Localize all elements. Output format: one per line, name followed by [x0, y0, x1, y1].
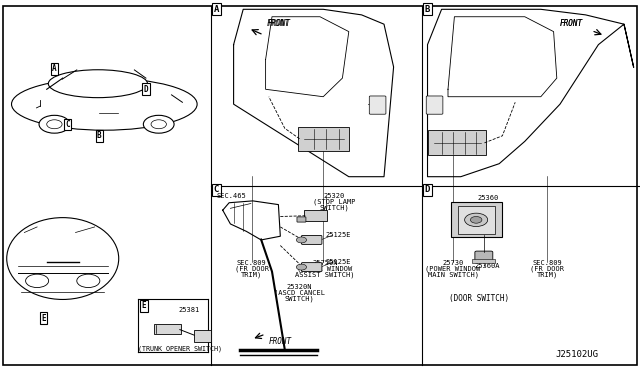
Text: 25125E: 25125E: [325, 232, 351, 238]
Circle shape: [47, 120, 62, 129]
Text: C: C: [214, 185, 219, 194]
FancyBboxPatch shape: [451, 202, 502, 237]
Ellipse shape: [6, 218, 119, 299]
Text: E: E: [41, 314, 46, 323]
Text: 25730: 25730: [442, 260, 464, 266]
Text: FRONT: FRONT: [559, 19, 582, 28]
Text: TRIM): TRIM): [536, 271, 558, 278]
Text: FRONT: FRONT: [560, 19, 583, 28]
Circle shape: [77, 274, 100, 288]
FancyBboxPatch shape: [301, 263, 322, 272]
Text: FRONT: FRONT: [269, 337, 292, 346]
Text: J25102UG: J25102UG: [556, 350, 598, 359]
Text: A: A: [52, 64, 57, 73]
Text: (POWER WINDOW: (POWER WINDOW: [426, 266, 481, 272]
Text: FRONT: FRONT: [268, 19, 291, 28]
FancyBboxPatch shape: [458, 206, 495, 234]
Text: 25750N: 25750N: [312, 260, 338, 266]
FancyBboxPatch shape: [3, 6, 637, 365]
Text: 25125E: 25125E: [325, 259, 351, 265]
FancyBboxPatch shape: [297, 217, 306, 222]
FancyBboxPatch shape: [301, 235, 322, 244]
Text: SEC.809: SEC.809: [532, 260, 562, 266]
Text: C: C: [65, 120, 70, 129]
Text: SEC.809: SEC.809: [237, 260, 266, 266]
Text: D: D: [425, 185, 430, 194]
Text: (TRUNK OPENER SWITCH): (TRUNK OPENER SWITCH): [138, 346, 223, 352]
FancyBboxPatch shape: [154, 324, 181, 334]
Text: 25381: 25381: [178, 307, 200, 312]
Text: 25360A: 25360A: [475, 263, 500, 269]
Text: 25320N: 25320N: [287, 284, 312, 290]
Text: MAIN SWITCH): MAIN SWITCH): [428, 271, 479, 278]
Circle shape: [296, 264, 307, 270]
FancyBboxPatch shape: [298, 127, 349, 151]
Text: 25320: 25320: [323, 193, 345, 199]
FancyBboxPatch shape: [428, 130, 486, 155]
Text: 25360: 25360: [477, 195, 499, 201]
Text: SWITCH): SWITCH): [285, 295, 314, 302]
Ellipse shape: [12, 78, 197, 130]
Text: (ASCD CANCEL: (ASCD CANCEL: [274, 289, 325, 296]
Text: A: A: [214, 5, 219, 14]
FancyBboxPatch shape: [475, 251, 493, 262]
Circle shape: [465, 213, 488, 227]
FancyBboxPatch shape: [304, 210, 327, 221]
Text: (POWER WINDOW: (POWER WINDOW: [298, 266, 353, 272]
Text: B: B: [97, 131, 102, 140]
Circle shape: [151, 120, 166, 129]
Circle shape: [470, 217, 482, 223]
Circle shape: [39, 115, 70, 133]
Text: SWITCH): SWITCH): [319, 204, 349, 211]
Text: ASSIST SWITCH): ASSIST SWITCH): [296, 271, 355, 278]
Circle shape: [143, 115, 174, 133]
Text: E: E: [141, 301, 147, 310]
Text: B: B: [425, 5, 430, 14]
Text: (STOP LAMP: (STOP LAMP: [313, 199, 355, 205]
FancyBboxPatch shape: [369, 96, 386, 114]
Text: (FR DOOR: (FR DOOR: [530, 266, 564, 272]
Text: TRIM): TRIM): [241, 271, 262, 278]
Text: (FR DOOR: (FR DOOR: [234, 266, 269, 272]
Circle shape: [26, 274, 49, 288]
Ellipse shape: [49, 70, 148, 98]
FancyBboxPatch shape: [472, 259, 495, 263]
Text: SEC.465: SEC.465: [217, 193, 246, 199]
FancyBboxPatch shape: [194, 330, 211, 342]
Text: D: D: [143, 85, 148, 94]
FancyBboxPatch shape: [426, 96, 443, 114]
Circle shape: [296, 237, 307, 243]
Text: (DOOR SWITCH): (DOOR SWITCH): [449, 294, 509, 303]
Text: FRONT: FRONT: [267, 19, 290, 28]
